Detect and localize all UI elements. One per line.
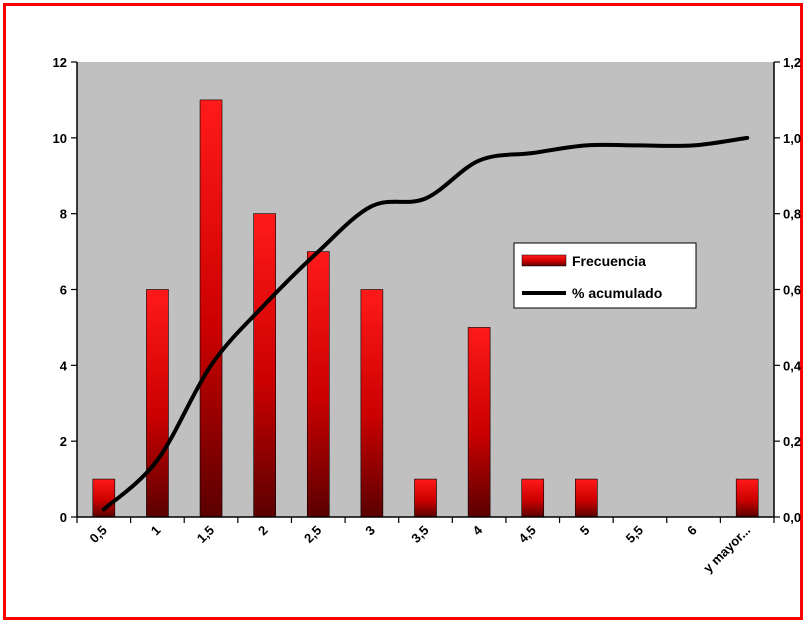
x-tick-label: 6 (684, 523, 700, 539)
bar-12 (735, 478, 759, 518)
left-tick-label: 8 (60, 207, 67, 222)
bar-7 (467, 327, 491, 518)
bar-5 (360, 289, 384, 518)
right-tick-label: 0,2 (783, 434, 801, 449)
right-tick-label: 0,0 (783, 510, 801, 525)
x-tick-label: 1,5 (194, 523, 217, 546)
series-line-acumulado (101, 135, 750, 512)
left-tick-label: 4 (60, 358, 68, 373)
right-tick-label: 1,0 (783, 131, 801, 146)
left-tick-label: 2 (60, 434, 67, 449)
bar-9 (575, 478, 598, 518)
right-tick-label: 0,8 (783, 207, 801, 222)
right-tick-label: 1,2 (783, 55, 801, 70)
left-tick-label: 6 (60, 283, 67, 298)
right-tick-label: 0,6 (783, 283, 801, 298)
legend-box (513, 242, 697, 309)
bar-2 (199, 99, 223, 518)
right-tick-label: 0,4 (783, 358, 802, 373)
legend-swatch-frecuencia (521, 254, 567, 267)
x-tick-label: 2 (255, 523, 271, 539)
left-tick-label: 12 (53, 55, 67, 70)
bar-4 (306, 251, 330, 518)
x-tick-label: 2,5 (301, 523, 324, 546)
legend: Frecuencia % acumulado (513, 242, 697, 309)
x-tick-label: 1 (148, 523, 164, 539)
x-tick-label: y mayor... (700, 523, 753, 576)
x-tick-label: 3,5 (408, 523, 431, 546)
x-tick-label: 5,5 (623, 523, 646, 546)
bar-8 (521, 478, 545, 518)
legend-label-acumulado: % acumulado (572, 285, 662, 301)
bar-3 (253, 213, 276, 518)
x-tick-label: 0,5 (87, 523, 110, 546)
left-tick-label: 0 (60, 510, 67, 525)
bar-1 (146, 289, 169, 518)
x-tick-label: 5 (577, 523, 593, 539)
x-tick-label: 4,5 (515, 523, 538, 546)
x-tick-label: 4 (470, 522, 486, 538)
x-tick-label: 3 (362, 523, 378, 539)
left-tick-label: 10 (53, 131, 67, 146)
legend-label-frecuencia: Frecuencia (572, 253, 646, 269)
bar-6 (414, 478, 437, 518)
